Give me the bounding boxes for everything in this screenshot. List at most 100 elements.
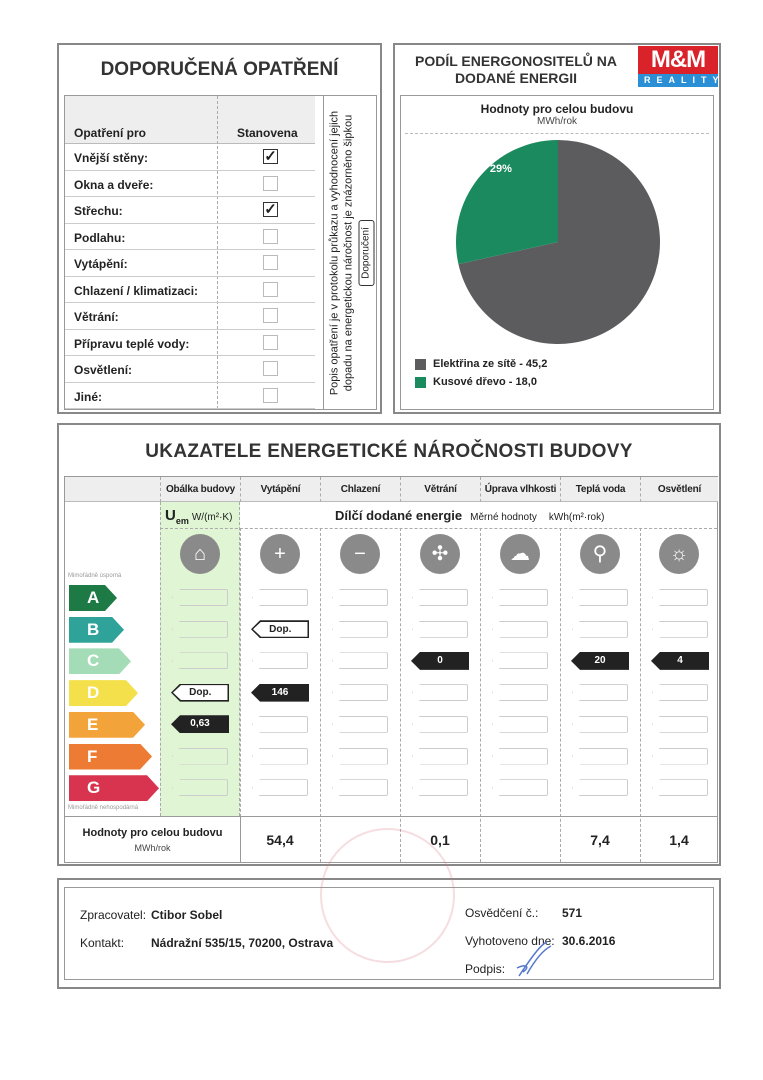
specific-label: Měrné hodnoty [470, 512, 537, 523]
checkbox[interactable]: ✓ [263, 148, 278, 165]
energy-share-panel: PODÍL ENERGONOSITELŮ NA DODANÉ ENERGII H… [393, 43, 721, 414]
empty-slot [252, 779, 308, 797]
empty-slot [332, 715, 388, 733]
energy-class-E: E [69, 712, 145, 738]
indicators-title: UKAZATELE ENERGETICKÉ NÁROČNOSTI BUDOVY [145, 441, 633, 462]
empty-slot [172, 779, 228, 797]
totals-unit: MWh/rok [134, 843, 171, 853]
measure-label: Střechu: [74, 204, 123, 218]
totals-label: Hodnoty pro celou budovu [82, 827, 223, 839]
indicators-panel: UKAZATELE ENERGETICKÉ NÁROČNOSTI BUDOVY … [57, 423, 721, 866]
column-header: Chlazení [320, 477, 400, 502]
class-letter: B [87, 619, 100, 639]
legend-label: Elektřina ze sítě - 45,2 [433, 358, 548, 370]
empty-slot [332, 620, 388, 638]
empty-slot [652, 589, 708, 606]
legend-label: Kusové dřevo - 18,0 [433, 376, 537, 388]
empty-slot [572, 589, 628, 606]
tap-icon: ⚲ [580, 534, 620, 574]
empty-slot [412, 620, 468, 638]
processor: Ctibor Sobel [151, 908, 223, 922]
pie-label: 29% [490, 163, 512, 175]
indicators-grid: Obálka budovy Vytápění Chlazení Větrání Úpra… [64, 476, 718, 863]
total-value: 54,4 [266, 832, 294, 848]
measure-row: Střechu: ✓ [65, 197, 315, 224]
column-divider [400, 528, 401, 862]
class-marker: Dop. [251, 620, 309, 639]
empty-slot [492, 620, 548, 638]
checkbox[interactable] [263, 281, 278, 297]
uem: U [165, 507, 176, 524]
specific-unit: kWh(m²·rok) [548, 512, 605, 523]
pie-legend: Elektřina ze sítě - 45,2 Kusové dřevo - 1… [415, 358, 547, 394]
empty-slot [412, 747, 468, 765]
totals-divider [65, 816, 717, 817]
checkbox[interactable] [263, 255, 278, 270]
partial-header: Dílčí dodané energie Měrné hodnoty kWh(m²·… [335, 507, 604, 525]
contact-label: Kontakt: [80, 936, 125, 950]
row-divider [160, 528, 717, 529]
column-divider [240, 528, 241, 862]
pie-slice [458, 140, 660, 344]
marker-text: Dop. [173, 685, 228, 701]
empty-slot [492, 684, 548, 702]
mm-reality-logo: M&M REALITY [638, 46, 719, 88]
total-value: 7,4 [590, 832, 610, 848]
empty-slot [252, 747, 308, 765]
class-letter: G [87, 778, 101, 798]
legend-swatch [415, 358, 426, 370]
partial-label: Dílčí dodané energie [335, 508, 463, 523]
empty-slot [412, 715, 468, 733]
pie-chart: 71% 29% [456, 140, 671, 350]
empty-slot [332, 779, 388, 797]
column-divider [480, 528, 481, 862]
empty-slot [172, 747, 228, 765]
footer-panel: Zpracovatel: Ctibor Sobel Kontakt: Nádra… [57, 828, 721, 989]
measures-title: DOPORUČENÁ OPATŘENÍ [100, 59, 339, 80]
checkbox[interactable] [263, 228, 278, 244]
checkbox[interactable] [263, 308, 278, 323]
checkbox[interactable] [263, 175, 278, 191]
checkbox[interactable]: ✓ [263, 201, 278, 218]
measure-row: Chlazení / klimatizaci: [65, 277, 315, 303]
uem-unit: W/(m²·K) [191, 512, 233, 523]
column-divider [320, 528, 321, 862]
legend-item: Elektřina ze sítě - 45,2 [415, 358, 547, 370]
pie-label: 71% [649, 338, 671, 350]
marker-text: Dop. [253, 621, 308, 637]
best-label: Mimořádně úsporná [68, 573, 122, 579]
empty-slot [572, 715, 628, 733]
empty-slot [652, 715, 708, 733]
class-marker: 4 [651, 651, 709, 670]
column-header: Úprava vlhkosti [480, 477, 560, 502]
contact: Nádražní 535/15, 70200, Ostrava [151, 936, 334, 950]
measure-label: Okna a dveře: [74, 177, 154, 192]
share-unit: MWh/rok [537, 116, 577, 127]
column-header: Teplá voda [560, 477, 640, 502]
worst-label: Mimořádně nehospodárná [68, 805, 139, 811]
recommendation-arrow: Doporučení [358, 219, 375, 286]
empty-slot [172, 589, 228, 606]
class-letter: D [87, 683, 100, 703]
empty-slot [332, 747, 388, 765]
column-divider [640, 528, 641, 862]
empty-slot [252, 715, 308, 733]
empty-slot [572, 620, 628, 638]
stamp [320, 828, 455, 963]
empty-slot [572, 779, 628, 797]
checkbox[interactable] [263, 334, 278, 350]
class-marker: 146 [251, 683, 309, 702]
empty-slot [332, 589, 388, 606]
house-icon: ⌂ [180, 534, 220, 574]
checkbox[interactable] [263, 387, 278, 403]
empty-slot [652, 747, 708, 765]
date: 30.6.2016 [562, 934, 616, 948]
checkbox[interactable] [263, 361, 278, 376]
share-title: PODÍL ENERGONOSITELŮ NA DODANÉ ENERGII [415, 53, 617, 86]
measures-note: Popis opatření je v protokolu průkazu a … [323, 96, 378, 409]
col-set: Stanovena [237, 126, 298, 140]
legend-item: Kusové dřevo - 18,0 [415, 376, 547, 388]
column-header: Větrání [400, 477, 480, 502]
header-blank [65, 477, 160, 502]
empty-slot [652, 779, 708, 797]
